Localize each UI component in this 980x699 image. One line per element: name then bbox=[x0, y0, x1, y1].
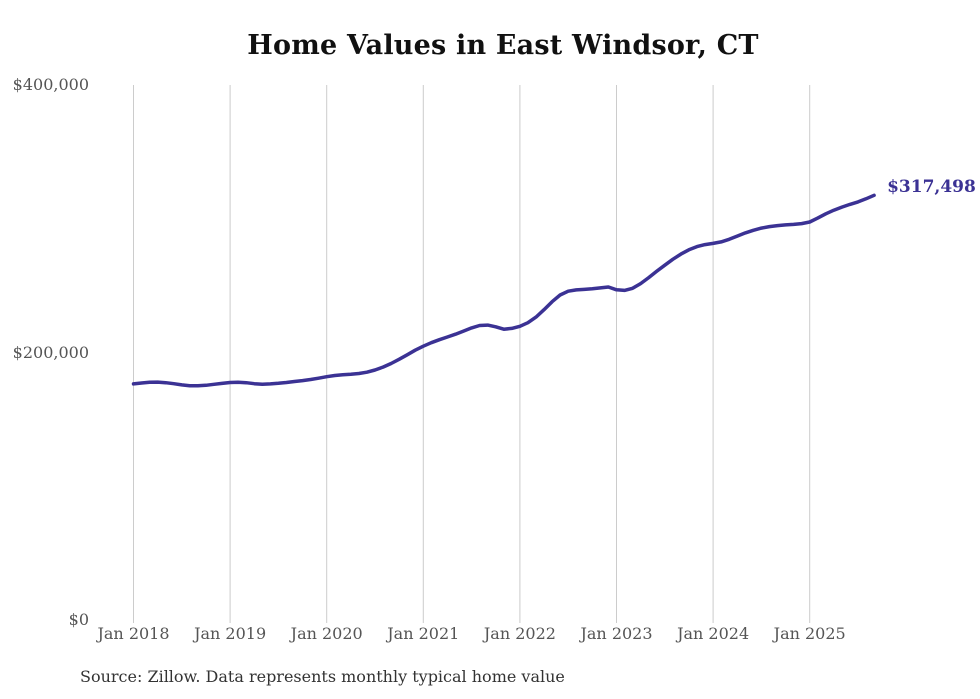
source-note: Source: Zillow. Data represents monthly … bbox=[80, 667, 565, 686]
latest-value-label: $317,498 bbox=[887, 177, 976, 198]
x-axis-label: Jan 2024 bbox=[677, 624, 750, 643]
x-axis-label: Jan 2019 bbox=[194, 624, 267, 643]
chart-title: Home Values in East Windsor, CT bbox=[247, 30, 759, 61]
x-axis-label: Jan 2018 bbox=[97, 624, 170, 643]
x-axis-label: Jan 2025 bbox=[773, 624, 846, 643]
x-axis-label: Jan 2020 bbox=[290, 624, 363, 643]
y-axis-label: $400,000 bbox=[12, 75, 89, 94]
home-value-line bbox=[131, 193, 876, 388]
x-axis-label: Jan 2023 bbox=[580, 624, 653, 643]
y-axis-label: $200,000 bbox=[12, 342, 89, 362]
y-axis-label: $0 bbox=[68, 610, 89, 629]
x-axis-label: Jan 2021 bbox=[387, 624, 460, 643]
gridlines bbox=[133, 85, 811, 623]
x-axis-label: Jan 2022 bbox=[483, 624, 556, 643]
